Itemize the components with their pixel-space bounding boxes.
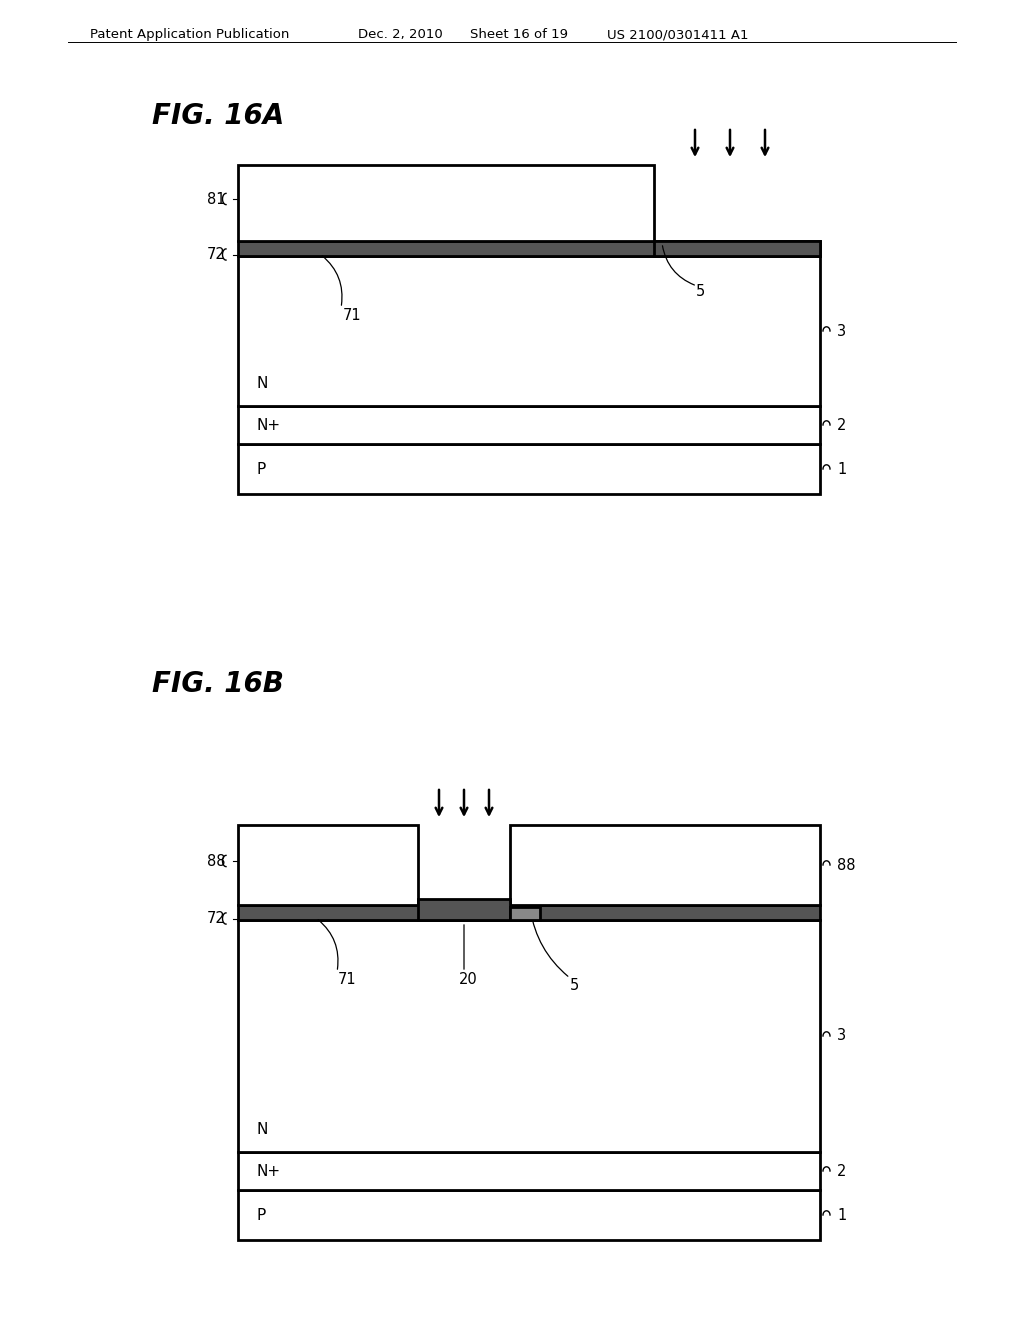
Bar [238,165,654,242]
Text: 71: 71 [343,309,361,323]
Bar [654,242,820,256]
Bar [238,256,820,407]
Text: 81: 81 [207,191,225,206]
Text: 2: 2 [837,417,847,433]
Bar [238,242,820,256]
Text: 71: 71 [338,973,356,987]
Bar [238,407,820,444]
Text: 72: 72 [206,247,225,261]
Text: FIG. 16A: FIG. 16A [152,102,285,129]
Text: 5: 5 [570,978,580,993]
Text: 88: 88 [207,854,225,869]
Text: N: N [256,1122,267,1138]
Text: P: P [256,462,265,477]
Text: Patent Application Publication: Patent Application Publication [90,28,290,41]
Text: 88: 88 [837,858,855,873]
Text: Sheet 16 of 19: Sheet 16 of 19 [470,28,568,41]
Bar [238,825,418,906]
Bar [418,899,510,920]
Text: 20: 20 [459,973,478,987]
Text: US 2100/0301411 A1: US 2100/0301411 A1 [607,28,749,41]
Bar [238,1152,820,1191]
Text: 2: 2 [837,1163,847,1179]
Text: 3: 3 [837,1028,846,1044]
Bar [238,920,820,1152]
Text: N+: N+ [256,1163,281,1179]
Text: 1: 1 [837,1208,846,1222]
Text: 3: 3 [837,323,846,338]
Text: P: P [256,1208,265,1222]
Text: 5: 5 [696,284,706,298]
Text: 72: 72 [206,911,225,927]
Bar [510,825,820,906]
Text: Dec. 2, 2010: Dec. 2, 2010 [358,28,442,41]
Bar [238,906,820,920]
Bar [238,444,820,494]
Bar [510,907,540,920]
Text: FIG. 16B: FIG. 16B [152,671,284,698]
Text: 1: 1 [837,462,846,477]
Bar [238,1191,820,1239]
Text: N: N [256,376,267,392]
Text: N+: N+ [256,417,281,433]
